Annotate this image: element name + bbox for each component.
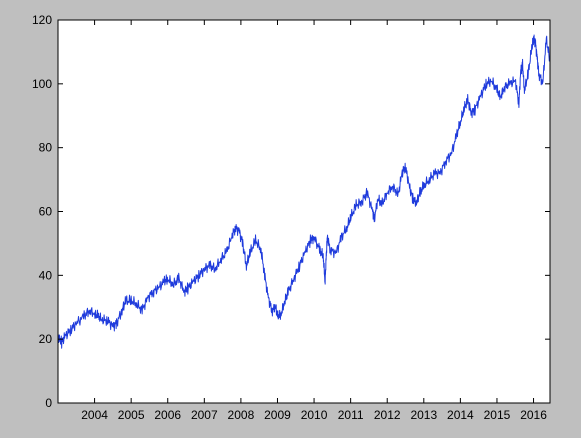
tick-label-layer: 0 20 40 60 80 100 120 2004 2005 2006 2007 2008 2009 2… — [32, 13, 547, 422]
x-tick-label: 2008 — [228, 408, 255, 422]
y-tick-label: 60 — [39, 205, 53, 219]
y-tick-label: 40 — [39, 268, 53, 282]
y-tick-label: 0 — [45, 396, 52, 410]
plot-frame — [57, 19, 551, 404]
x-tick-label: 2012 — [374, 408, 401, 422]
x-tick-label: 2005 — [118, 408, 145, 422]
plot-area — [58, 20, 550, 403]
y-tick-label: 80 — [39, 141, 53, 155]
x-tick-label: 2006 — [154, 408, 181, 422]
series-layer — [57, 34, 551, 349]
x-tick-label: 2007 — [191, 408, 218, 422]
x-tick-label: 2014 — [447, 408, 474, 422]
x-tick-label: 2010 — [301, 408, 328, 422]
x-tick-label: 2011 — [338, 408, 364, 422]
x-tick-label: 2013 — [410, 408, 437, 422]
x-tick-label: 2015 — [484, 408, 511, 422]
x-tick-label: 2016 — [520, 408, 547, 422]
y-tick-label: 100 — [32, 77, 52, 91]
y-tick-label: 120 — [32, 13, 52, 27]
x-tick-label: 2009 — [264, 408, 291, 422]
y-tick-label: 20 — [39, 332, 53, 346]
series-line-0 — [57, 34, 551, 349]
x-tick-label: 2004 — [81, 408, 108, 422]
